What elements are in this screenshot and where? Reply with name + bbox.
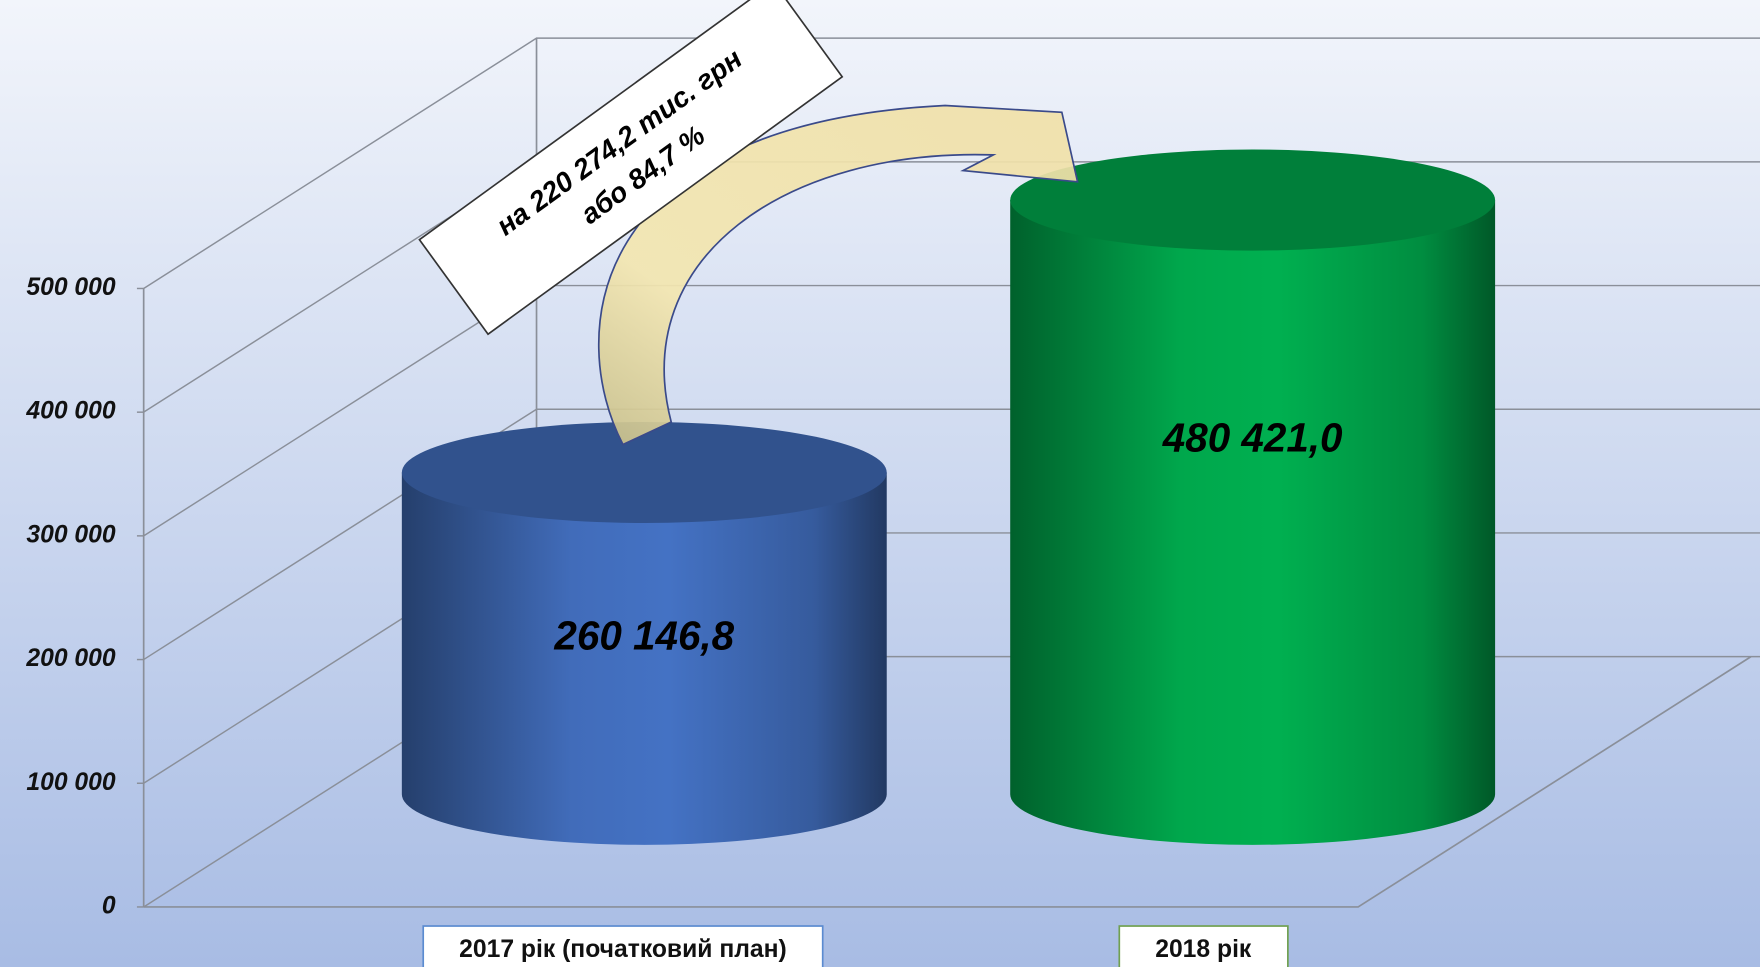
y-tick-label: 400 000	[25, 398, 116, 425]
y-tick-label: 0	[102, 892, 116, 919]
annotation-box	[418, 0, 844, 336]
y-tick-label: 200 000	[25, 645, 116, 672]
floor-edge	[143, 655, 1752, 908]
x-tick-label: 2017 рік (початковий план)	[459, 936, 787, 963]
cylinder-top	[401, 422, 887, 524]
cylinder-body	[1010, 200, 1496, 845]
cylinder-body	[401, 472, 887, 845]
category-box	[422, 925, 824, 967]
arrow	[597, 104, 1079, 446]
x-tick-label: 2018 рік	[1155, 936, 1252, 963]
y-tick-label: 300 000	[26, 521, 116, 548]
y-tick-label: 100 000	[26, 769, 116, 796]
cylinder-top	[1010, 149, 1496, 251]
value-label: 260 146,8	[553, 613, 734, 659]
value-label: 480 421,0	[1162, 415, 1343, 461]
category-box	[1118, 925, 1289, 967]
grid-line	[143, 37, 1760, 290]
y-tick-label: 500 000	[26, 274, 116, 301]
